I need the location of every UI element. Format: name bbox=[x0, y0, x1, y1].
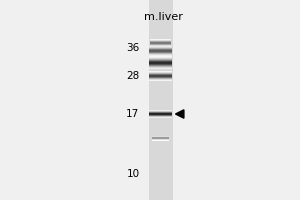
Text: 17: 17 bbox=[126, 109, 140, 119]
Bar bbox=[148, 0, 172, 200]
Text: m.liver: m.liver bbox=[144, 12, 183, 22]
Text: 36: 36 bbox=[126, 43, 140, 53]
Polygon shape bbox=[176, 110, 184, 118]
Text: 28: 28 bbox=[126, 71, 140, 81]
Text: 10: 10 bbox=[126, 169, 140, 179]
